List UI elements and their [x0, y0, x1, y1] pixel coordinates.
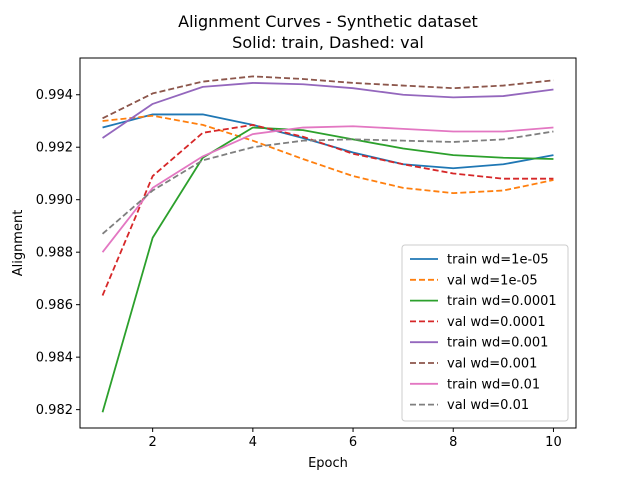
y-tick-label: 0.984 — [36, 351, 73, 366]
legend-label: val wd=0.0001 — [447, 315, 546, 330]
series-line-train-wd-0-001 — [102, 82, 554, 139]
plot-area — [79, 57, 577, 429]
x-tick-label: 2 — [149, 435, 157, 450]
legend-label: train wd=0.0001 — [447, 294, 557, 309]
legend-box — [401, 244, 569, 422]
x-axis: 2 4 6 8 10 — [149, 428, 562, 450]
x-tick-label: 8 — [449, 435, 457, 450]
y-tick-label: 0.992 — [36, 141, 73, 156]
x-tick-label: 6 — [349, 435, 357, 450]
legend-entries: train wd=1e-05 val wd=1e-05 train wd=0.000… — [410, 253, 557, 413]
y-tick-label: 0.994 — [36, 88, 73, 103]
legend-label: train wd=0.001 — [447, 336, 548, 351]
y-tick-label: 0.982 — [36, 403, 73, 418]
y-tick-label: 0.988 — [36, 246, 73, 261]
y-tick-label: 0.986 — [36, 298, 73, 313]
x-tick-label: 10 — [545, 435, 562, 450]
series-line-val-wd-0-001 — [102, 75, 554, 120]
legend-label: val wd=0.001 — [447, 357, 537, 372]
chart-subtitle: Solid: train, Dashed: val — [232, 33, 424, 52]
legend-label: val wd=1e-05 — [447, 273, 538, 288]
legend-label: train wd=0.01 — [447, 377, 540, 392]
legend-label: val wd=0.01 — [447, 398, 529, 413]
y-axis-label: Alignment — [11, 210, 26, 277]
series-layer — [101, 75, 554, 413]
legend: train wd=1e-05 val wd=1e-05 train wd=0.000… — [401, 244, 569, 422]
series-line-val-wd-0-0001 — [101, 124, 554, 296]
series-line-train-wd-0-0001 — [101, 126, 554, 413]
y-tick-label: 0.990 — [36, 193, 73, 208]
legend-label: train wd=1e-05 — [447, 253, 549, 268]
series-line-val-wd-1e-05 — [102, 114, 554, 195]
y-axis: 0.982 0.984 0.986 0.988 0.990 0.992 0.994 — [36, 88, 80, 418]
chart-title: Alignment Curves - Synthetic dataset — [178, 12, 478, 31]
series-line-train-wd-0-01 — [101, 125, 554, 253]
x-axis-label: Epoch — [308, 456, 348, 471]
plot-frame — [79, 57, 577, 429]
x-tick-label: 4 — [249, 435, 257, 450]
series-line-val-wd-0-01 — [101, 130, 554, 235]
